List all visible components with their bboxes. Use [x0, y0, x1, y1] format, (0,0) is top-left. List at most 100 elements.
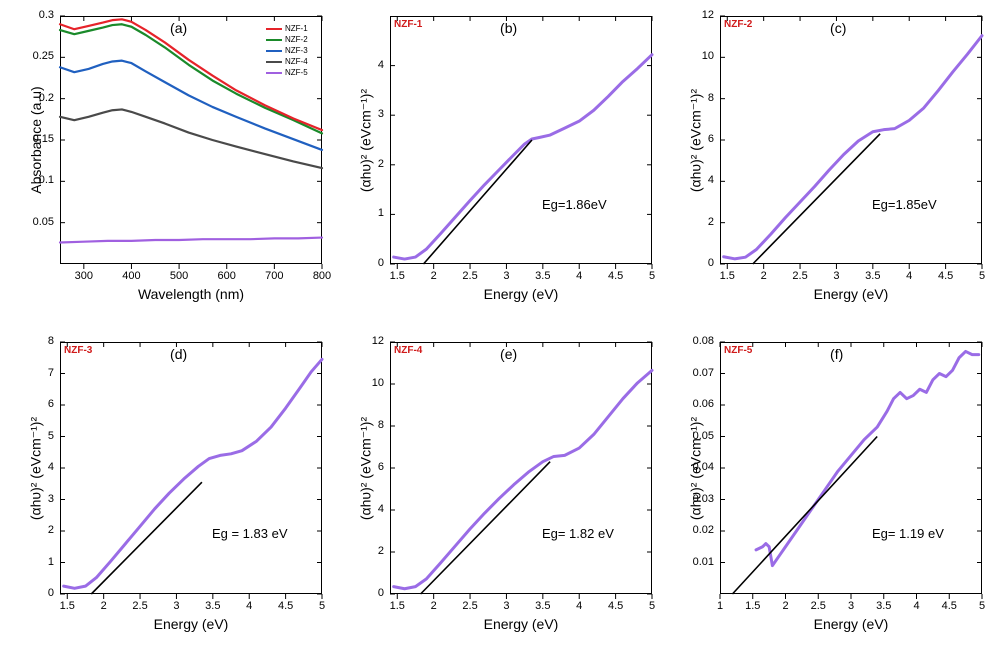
x-tick: 4: [565, 600, 593, 612]
tauc-curve: [394, 55, 652, 259]
y-tick: 0.07: [693, 367, 714, 379]
y-tick: 2: [708, 216, 714, 228]
sample-label: NZF-4: [394, 345, 422, 356]
x-tick: 5: [638, 270, 666, 282]
linear-fit: [732, 437, 877, 595]
x-tick: 700: [260, 270, 288, 282]
x-tick: 3.5: [870, 600, 898, 612]
series-nzf5: [60, 238, 322, 243]
series-nzf4: [60, 109, 322, 168]
x-tick: 2.5: [786, 270, 814, 282]
x-tick: 4.5: [935, 600, 963, 612]
y-tick: 3: [378, 108, 384, 120]
x-tick: 1.5: [739, 600, 767, 612]
y-tick: 0.3: [39, 9, 54, 21]
x-tick: 5: [968, 600, 996, 612]
x-tick: 2: [420, 270, 448, 282]
panel-letter: (b): [500, 20, 517, 36]
x-tick: 2: [772, 600, 800, 612]
legend-swatch: [266, 61, 282, 63]
x-tick: 1.5: [383, 270, 411, 282]
x-tick: 600: [213, 270, 241, 282]
y-tick: 12: [372, 335, 384, 347]
y-tick: 6: [48, 398, 54, 410]
y-tick: 0: [708, 257, 714, 269]
legend-label: NZF-4: [285, 57, 308, 66]
bandgap-label: Eg = 1.83 eV: [212, 526, 288, 541]
x-tick: 4.5: [602, 600, 630, 612]
x-axis-label: Wavelength (nm): [131, 286, 251, 302]
y-axis-label: (αhυ)² (eVcm⁻¹)²: [28, 409, 45, 529]
panel-d: 1.522.533.544.55012345678Energy (eV)(αhυ…: [8, 332, 338, 656]
legend-item: NZF-5: [266, 68, 308, 77]
x-tick: 4: [565, 270, 593, 282]
y-tick: 2: [378, 158, 384, 170]
x-axis-label: Energy (eV): [461, 286, 581, 302]
x-tick: 3: [822, 270, 850, 282]
linear-fit: [753, 134, 880, 264]
y-tick: 6: [708, 133, 714, 145]
x-tick: 4.5: [602, 270, 630, 282]
panel-letter: (c): [830, 20, 846, 36]
x-tick: 2.5: [126, 600, 154, 612]
y-tick: 0: [48, 587, 54, 599]
x-tick: 2.5: [456, 270, 484, 282]
x-tick: 3: [837, 600, 865, 612]
bandgap-label: Eg=1.85eV: [872, 197, 937, 212]
legend-swatch: [266, 28, 282, 30]
x-tick: 2: [90, 600, 118, 612]
legend-label: NZF-1: [285, 24, 308, 33]
linear-fit: [423, 140, 531, 264]
x-tick: 5: [968, 270, 996, 282]
x-axis-label: Energy (eV): [791, 286, 911, 302]
y-axis-label: (αhυ)² (eVcm⁻¹)²: [358, 81, 375, 201]
legend-item: NZF-3: [266, 46, 308, 55]
y-tick: 0: [378, 587, 384, 599]
y-tick: 8: [378, 419, 384, 431]
legend-swatch: [266, 72, 282, 74]
x-axis-label: Energy (eV): [131, 616, 251, 632]
tauc-curve: [756, 351, 979, 565]
legend-item: NZF-1: [266, 24, 308, 33]
legend-label: NZF-5: [285, 68, 308, 77]
y-tick: 1: [378, 207, 384, 219]
figure-root: { "layout":{ "width":1004,"height":662, …: [0, 0, 1004, 662]
x-tick: 3.5: [529, 600, 557, 612]
panel-f: 11.522.533.544.550.010.020.030.040.050.0…: [668, 332, 998, 656]
x-tick: 2.5: [456, 600, 484, 612]
x-tick: 4.5: [932, 270, 960, 282]
tauc-curve: [394, 370, 652, 588]
sample-label: NZF-3: [64, 345, 92, 356]
tauc-curve: [64, 359, 322, 588]
bandgap-label: Eg= 1.82 eV: [542, 526, 614, 541]
panel-letter: (a): [170, 20, 187, 36]
y-tick: 4: [378, 59, 384, 71]
y-tick: 6: [378, 461, 384, 473]
x-tick: 5: [638, 600, 666, 612]
x-tick: 3.5: [529, 270, 557, 282]
y-tick: 0.08: [693, 335, 714, 347]
bandgap-label: Eg= 1.19 eV: [872, 526, 944, 541]
x-tick: 5: [308, 600, 336, 612]
x-tick: 3: [492, 600, 520, 612]
x-tick: 4: [903, 600, 931, 612]
panel-b: 1.522.533.544.5501234Energy (eV)(αhυ)² (…: [338, 6, 668, 326]
sample-label: NZF-5: [724, 345, 752, 356]
x-tick: 3: [492, 270, 520, 282]
x-tick: 2.5: [804, 600, 832, 612]
y-axis-label: Absorbance (a.u): [28, 80, 44, 200]
y-tick: 12: [702, 9, 714, 21]
y-tick: 0.05: [33, 216, 54, 228]
x-tick: 2: [420, 600, 448, 612]
legend-swatch: [266, 39, 282, 41]
bandgap-label: Eg=1.86eV: [542, 197, 607, 212]
y-tick: 3: [48, 493, 54, 505]
y-tick: 0.01: [693, 556, 714, 568]
sample-label: NZF-2: [724, 19, 752, 30]
y-tick: 4: [378, 503, 384, 515]
tauc-curve: [724, 36, 982, 259]
x-tick: 1.5: [713, 270, 741, 282]
panel-letter: (d): [170, 346, 187, 362]
y-tick: 8: [708, 92, 714, 104]
x-tick: 500: [165, 270, 193, 282]
